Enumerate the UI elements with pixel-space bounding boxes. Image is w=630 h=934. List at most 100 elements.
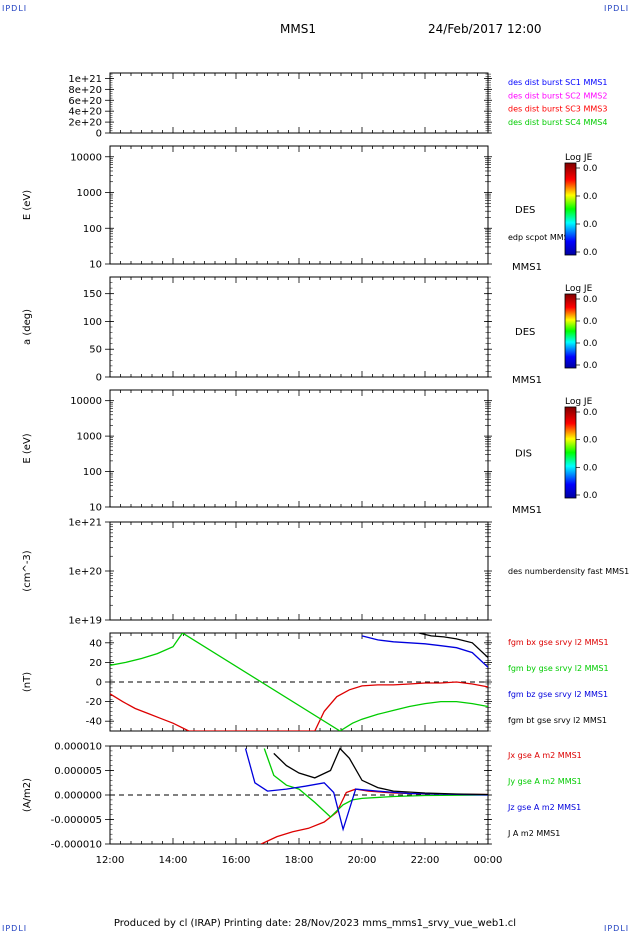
panel-frame: [109, 72, 489, 134]
colorbar-value: 0.0: [583, 164, 598, 174]
x-tick-label: 22:00: [411, 855, 440, 866]
y-tick-label: 0: [96, 129, 102, 140]
y-tick-label: 1e+20: [68, 567, 102, 578]
panel-7: -0.000010 -0.000005 0.000000 0.000005 0.0000…: [22, 742, 582, 851]
spacecraft-label: MMS1: [512, 375, 542, 386]
legend-entry: fgm bz gse srvy l2 MMS1: [508, 690, 608, 699]
colorbar-value: 0.0: [583, 436, 598, 446]
corner-label-bottom-left: IPDLI: [2, 924, 28, 933]
legend-entry: Jz gse A m2 MMS1: [507, 803, 581, 812]
instrument-label: DES: [515, 327, 535, 338]
panel-frame: [109, 389, 489, 508]
y-tick-label: 100: [83, 224, 102, 235]
y-tick-label: 4e+20: [68, 107, 102, 118]
colorbar-value: 0.0: [583, 339, 598, 349]
y-axis-label: a (deg): [22, 309, 33, 345]
colorbar: [564, 293, 577, 369]
legend-entry: des dist burst SC4 MMS4: [508, 118, 607, 127]
x-tick-label: 14:00: [159, 855, 188, 866]
instrument-label: DIS: [515, 449, 532, 460]
y-tick-label: -20: [86, 697, 102, 708]
colorbar-title: Log JE: [565, 397, 593, 407]
x-tick-label: 16:00: [222, 855, 251, 866]
y-tick-label: 100: [83, 317, 102, 328]
y-tick-label: 6e+20: [68, 96, 102, 107]
y-tick-label: 1e+21: [68, 518, 102, 529]
spacecraft-title: MMS1: [280, 22, 316, 36]
colorbar-value: 0.0: [583, 491, 598, 501]
instrument-label: DES: [515, 205, 535, 216]
legend-entry: Jx gse A m2 MMS1: [507, 751, 582, 760]
y-tick-label: 50: [89, 345, 102, 356]
y-tick-label: 1000: [77, 432, 102, 443]
colorbar-value: 0.0: [583, 361, 598, 371]
panel-frame: [109, 276, 489, 378]
y-tick-label: -0.000010: [51, 840, 102, 851]
y-tick-label: 0.000010: [54, 742, 102, 753]
series-line-4: [418, 633, 488, 658]
colorbar-value: 0.0: [583, 248, 598, 258]
series-line-2: [110, 633, 488, 731]
corner-label-top-right: IPDLI: [604, 4, 630, 13]
datetime-title: 24/Feb/2017 12:00: [428, 22, 542, 36]
series-line-3: [361, 635, 488, 668]
colorbar-value: 0.0: [583, 220, 598, 230]
y-tick-label: 1e+19: [68, 616, 102, 627]
y-tick-label: 40: [89, 638, 102, 649]
y-tick-label: 0: [96, 678, 102, 689]
legend-entry: des numberdensity fast MMS1: [508, 567, 629, 576]
colorbar-value: 0.0: [583, 192, 598, 202]
legend-entry: J A m2 MMS1: [507, 829, 560, 838]
y-axis-label: E (eV): [22, 190, 33, 220]
legend-entry: Jy gse A m2 MMS1: [507, 777, 582, 786]
y-tick-label: 0: [96, 373, 102, 384]
colorbar-title: Log JE: [565, 284, 593, 294]
legend-entry: fgm bt gse srvy l2 MMS1: [508, 716, 607, 725]
colorbar-value: 0.0: [583, 295, 598, 305]
colorbar-value: 0.0: [583, 408, 598, 418]
colorbar-value: 0.0: [583, 317, 598, 327]
x-tick-label: 18:00: [285, 855, 314, 866]
y-tick-label: 20: [89, 658, 102, 669]
legend-entry: des dist burst SC3 MMS3: [508, 105, 607, 114]
footer-credits: Produced by cl (IRAP) Printing date: 28/…: [113, 918, 517, 929]
panel-6: -40 -20 0 20 40 (nT) fgm bx gse srvy l2 MMS1 fg…: [22, 632, 609, 732]
y-axis-label: (A/m2): [22, 778, 33, 812]
colorbar-value: 0.0: [583, 463, 598, 473]
y-tick-label: 100: [83, 467, 102, 478]
y-tick-label: 10000: [70, 152, 102, 163]
y-axis-label: (nT): [22, 672, 33, 692]
y-tick-label: 10: [89, 260, 102, 271]
series-line-4: [273, 747, 488, 796]
spacecraft-label: MMS1: [512, 505, 542, 516]
legend-entry: fgm by gse srvy l2 MMS1: [508, 664, 609, 673]
extra-label: edp scpot MMS1: [508, 233, 574, 242]
y-axis-label: (cm^-3): [22, 550, 33, 591]
x-tick-label: 00:00: [474, 855, 503, 866]
panel-2: 10 100 1000 10000 E (eV) DES MMS1 edp scpot MMS…: [22, 145, 598, 273]
y-tick-label: 0.000000: [54, 791, 102, 802]
y-tick-label: -0.000005: [51, 815, 102, 826]
y-tick-label: 10000: [70, 396, 102, 407]
y-tick-label: -40: [86, 717, 102, 728]
y-tick-label: 2e+20: [68, 118, 102, 129]
y-tick-label: 150: [83, 289, 102, 300]
spacecraft-label: MMS1: [512, 262, 542, 273]
y-axis-label: E (eV): [22, 433, 33, 463]
colorbar: [564, 406, 577, 499]
legend-entry: fgm bx gse srvy l2 MMS1: [508, 638, 609, 647]
y-tick-label: 1e+21: [68, 74, 102, 85]
panel-frame: [109, 521, 489, 621]
x-tick-label: 12:00: [96, 855, 125, 866]
colorbar-title: Log JE: [565, 153, 593, 163]
colorbar: [564, 162, 577, 256]
panel-frame: [109, 145, 489, 265]
y-tick-label: 0.000005: [54, 766, 102, 777]
series-line-3: [244, 748, 488, 832]
panel-5: 1e+19 1e+20 1e+21 (cm^-3) des numberdensity …: [22, 518, 629, 627]
